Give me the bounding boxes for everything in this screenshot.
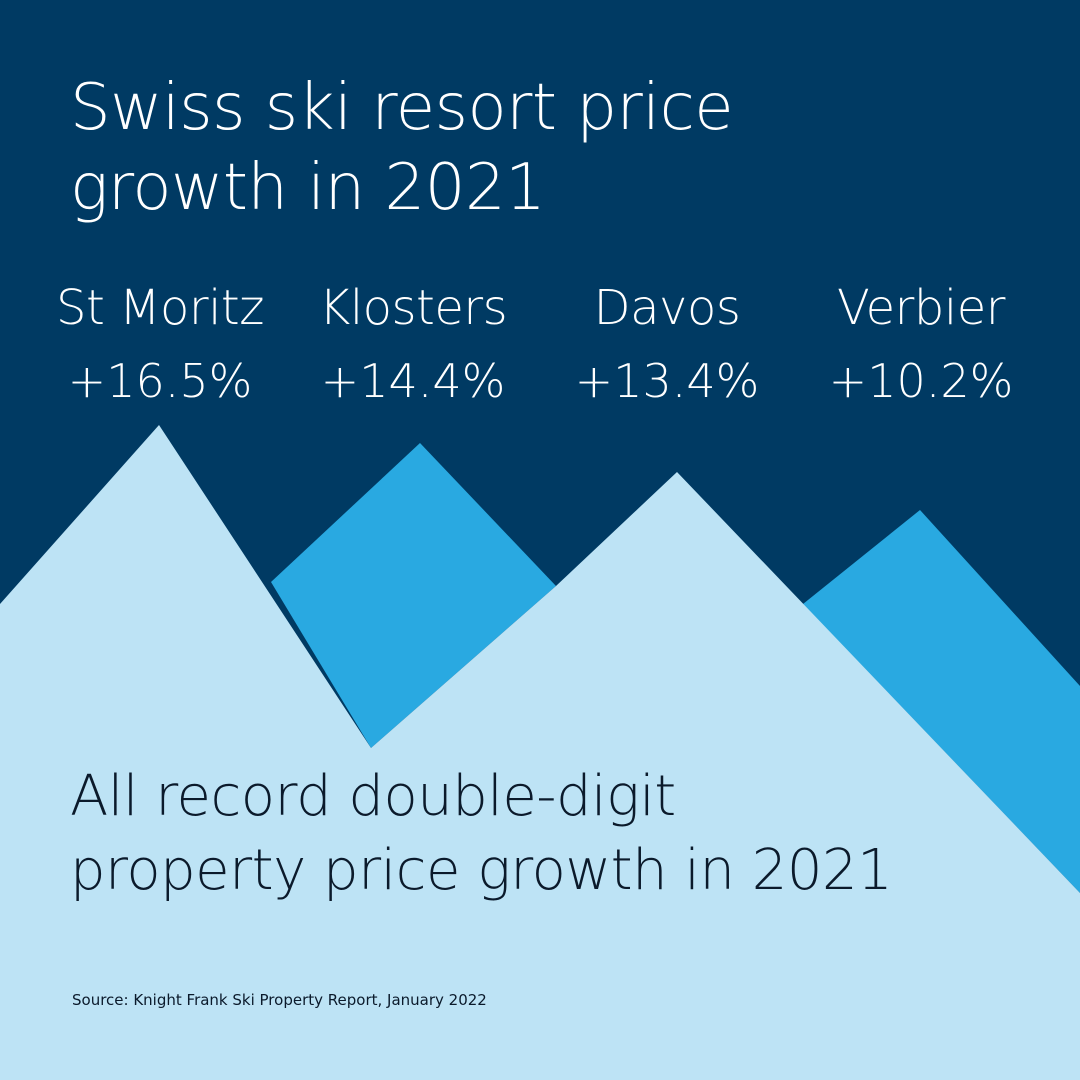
category-label: Verbier — [837, 280, 1005, 336]
data-label: +16.5% — [67, 354, 253, 408]
chart-title: Swiss ski resort price growth in 2021 — [70, 68, 890, 228]
headline-line-1: All record double-digit — [70, 764, 676, 829]
data-label: +13.4% — [574, 354, 760, 408]
mountain-st-moritz — [0, 425, 1080, 1080]
mountain-verbier — [803, 510, 1080, 893]
data-label: +10.2% — [828, 354, 1014, 408]
source-note: Source: Knight Frank Ski Property Report… — [72, 991, 487, 1009]
category-label: Klosters — [318, 280, 508, 336]
resort-st-moritz: St Moritz +16.5% — [30, 278, 290, 410]
headline: All record double-digit property price g… — [70, 760, 1030, 908]
resort-klosters: Klosters +14.4% — [283, 278, 543, 410]
headline-line-2: property price growth in 2021 — [70, 838, 893, 903]
title-line-2: growth in 2021 — [70, 151, 546, 225]
data-label: +14.4% — [320, 354, 506, 408]
resort-davos: Davos +13.4% — [537, 278, 797, 410]
title-line-1: Swiss ski resort price — [70, 71, 734, 145]
category-label: Davos — [593, 280, 741, 336]
mountain-klosters — [271, 443, 556, 748]
category-label: St Moritz — [56, 280, 264, 336]
resort-verbier: Verbier +10.2% — [791, 278, 1051, 410]
